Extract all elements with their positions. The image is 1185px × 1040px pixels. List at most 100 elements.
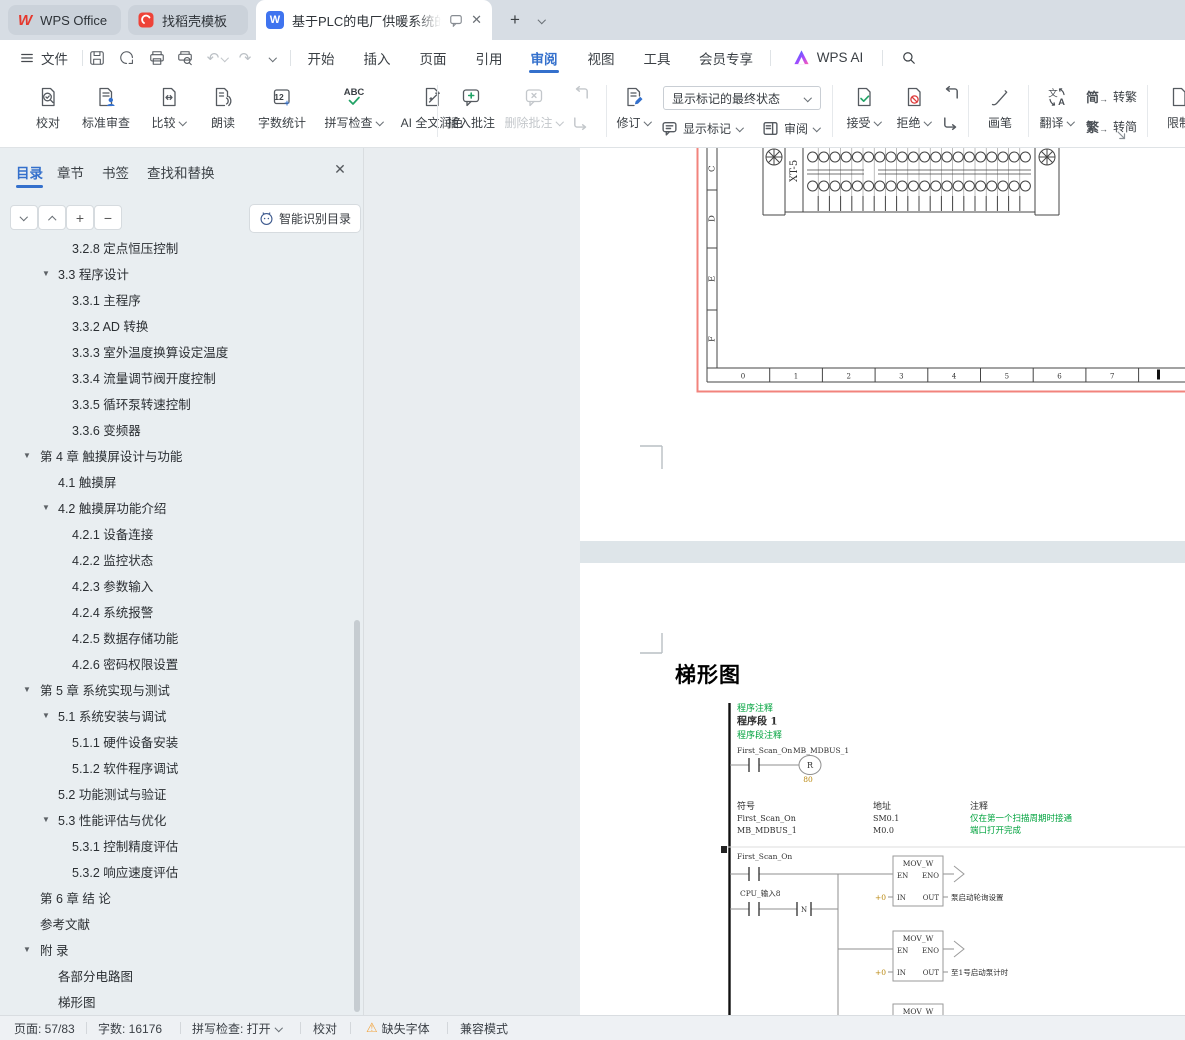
toc-item[interactable]: 4.2.4 系统报警	[0, 598, 353, 624]
file-menu[interactable]: 文件	[12, 40, 76, 75]
restrict-edit-button[interactable]: 限制	[1157, 82, 1185, 131]
comment-bubble-icon[interactable]	[449, 13, 463, 27]
menu-view[interactable]: 视图	[587, 51, 615, 67]
menu-wps-ai[interactable]: WPS AI	[790, 40, 866, 75]
collapse-arrow-icon[interactable]: ▼	[23, 945, 31, 954]
previous-change-icon[interactable]	[942, 85, 960, 108]
ai-polish-button[interactable]: AI 全文润色	[392, 82, 472, 131]
toc-item[interactable]: 5.3.1 控制精度评估	[0, 832, 353, 858]
review-pane-button[interactable]: 审阅	[762, 116, 821, 140]
toc-item[interactable]: 3.2.8 定点恒压控制	[0, 234, 353, 260]
to-traditional-button[interactable]: 简→ 转繁	[1086, 84, 1137, 108]
read-aloud-button[interactable]: 朗读	[200, 82, 246, 131]
ink-brush-button[interactable]: 画笔	[976, 82, 1024, 131]
show-markup-button[interactable]: 显示标记	[661, 116, 744, 140]
toc-item[interactable]: 4.2.1 设备连接	[0, 520, 353, 546]
menu-tools[interactable]: 工具	[643, 51, 671, 67]
proofread-status[interactable]: 校对	[313, 1021, 338, 1036]
collapse-arrow-icon[interactable]: ▼	[23, 451, 31, 460]
close-tab-icon[interactable]: ✕	[471, 12, 482, 27]
menu-home[interactable]: 开始	[307, 51, 335, 67]
toc-item[interactable]: 4.2.6 密码权限设置	[0, 650, 353, 676]
toc-item[interactable]: ▼ 4.2 触摸屏功能介绍	[0, 494, 353, 520]
standard-review-button[interactable]: 标准审查	[74, 82, 138, 131]
expand-all-button[interactable]: +	[66, 205, 94, 230]
expand-down-button[interactable]	[10, 205, 38, 230]
pane-tab-chapters[interactable]: 章节	[57, 166, 84, 181]
print-preview-icon[interactable]	[174, 47, 196, 69]
toc-item[interactable]: ▼ 5.1 系统安装与调试	[0, 702, 353, 728]
search-icon[interactable]	[898, 47, 920, 69]
pane-tab-bookmarks[interactable]: 书签	[102, 166, 129, 181]
menu-membership[interactable]: 会员专享	[699, 51, 753, 67]
menu-page[interactable]: 页面	[419, 51, 447, 67]
toc-item[interactable]: 4.1 触摸屏	[0, 468, 353, 494]
toc-item[interactable]: 3.3.3 室外温度换算设定温度	[0, 338, 353, 364]
insert-comment-button[interactable]: 插入批注	[441, 82, 501, 131]
markup-state-dropdown[interactable]: 显示标记的最终状态	[663, 86, 821, 110]
tab-wps-office[interactable]: W WPS Office	[8, 5, 121, 35]
track-changes-button[interactable]: 修订	[611, 82, 657, 131]
toc-item[interactable]: 4.2.3 参数输入	[0, 572, 353, 598]
document-page-1[interactable]: C D E F 0 1 2 3 4 5 6 7	[580, 148, 1185, 541]
toc-item[interactable]: 5.1.1 硬件设备安装	[0, 728, 353, 754]
toc-item[interactable]: 参考文献	[0, 910, 353, 936]
toc-item[interactable]: 3.3.2 AD 转换	[0, 312, 353, 338]
pane-tab-find-replace[interactable]: 查找和替换	[147, 166, 215, 181]
compare-button[interactable]: 比较	[142, 82, 196, 131]
accept-button[interactable]: 接受	[840, 82, 888, 131]
toc-item[interactable]: 3.3.6 变频器	[0, 416, 353, 442]
toc-item[interactable]: 5.2 功能测试与验证	[0, 780, 353, 806]
toc-item[interactable]: 5.1.2 软件程序调试	[0, 754, 353, 780]
collapse-all-button[interactable]: −	[94, 205, 122, 230]
spell-check-status[interactable]: 拼写检查: 打开	[192, 1016, 283, 1040]
collapse-arrow-icon[interactable]: ▼	[42, 503, 50, 512]
to-simplified-button[interactable]: 繁→ 转简	[1086, 114, 1137, 138]
toc-item[interactable]: 各部分电路图	[0, 962, 353, 988]
toc-item[interactable]: 3.3.5 循环泵转速控制	[0, 390, 353, 416]
spell-check-button[interactable]: ABC 拼写检查	[318, 82, 390, 131]
toc-item[interactable]: 第 6 章 结 论	[0, 884, 353, 910]
toc-item[interactable]: ▼ 5.3 性能评估与优化	[0, 806, 353, 832]
collapse-arrow-icon[interactable]: ▼	[42, 269, 50, 278]
toc-item[interactable]: ▼ 第 5 章 系统实现与测试	[0, 676, 353, 702]
toc-item[interactable]: ▼ 附 录	[0, 936, 353, 962]
collapse-arrow-icon[interactable]: ▼	[42, 711, 50, 720]
save-icon[interactable]	[86, 47, 108, 69]
word-count-button[interactable]: 12 + 字数统计	[250, 82, 314, 131]
toc-item[interactable]: ▼ 第 4 章 触摸屏设计与功能	[0, 442, 353, 468]
pane-scrollbar[interactable]	[354, 620, 360, 1012]
toc-item[interactable]: ▼ 3.3 程序设计	[0, 260, 353, 286]
next-change-icon[interactable]	[942, 113, 960, 136]
group-expand-icon[interactable]	[1116, 128, 1127, 146]
pane-tab-contents[interactable]: 目录	[16, 160, 43, 188]
print-icon[interactable]	[146, 47, 168, 69]
tab-document[interactable]: W 基于PLC的电厂供暖系统的设 ✕	[256, 0, 492, 40]
quick-access-more-icon[interactable]	[262, 47, 284, 69]
menu-review[interactable]: 审阅	[523, 40, 565, 75]
tab-docer-templates[interactable]: 找稻壳模板	[128, 5, 248, 35]
missing-font-warning[interactable]: ⚠ 缺失字体	[366, 1016, 430, 1040]
toc-item[interactable]: 梯形图	[0, 988, 353, 1013]
smart-toc-button[interactable]: 智能识别目录	[249, 204, 362, 233]
document-page-2[interactable]: 梯形图 程序注释 程序段 1 程序段注释 First_Scan_On MB_MD…	[580, 563, 1185, 1015]
toc-item[interactable]: 3.3.4 流量调节阀开度控制	[0, 364, 353, 390]
menu-insert[interactable]: 插入	[363, 51, 391, 67]
toc-item[interactable]: 5.3.2 响应速度评估	[0, 858, 353, 884]
collapse-arrow-icon[interactable]: ▼	[23, 685, 31, 694]
menu-reference[interactable]: 引用	[475, 51, 503, 67]
proofread-button[interactable]: 校对	[24, 82, 72, 131]
reject-button[interactable]: 拒绝	[890, 82, 938, 131]
document-canvas[interactable]: C D E F 0 1 2 3 4 5 6 7	[364, 148, 1185, 1015]
toc-item[interactable]: 4.2.2 监控状态	[0, 546, 353, 572]
close-pane-icon[interactable]: ✕	[334, 160, 346, 177]
new-tab-button[interactable]: +	[510, 10, 520, 29]
toc-item[interactable]: 4.2.5 数据存储功能	[0, 624, 353, 650]
export-icon[interactable]	[116, 47, 138, 69]
next-comment-icon[interactable]	[572, 113, 590, 136]
collapse-arrow-icon[interactable]: ▼	[42, 815, 50, 824]
collapse-up-button[interactable]	[38, 205, 66, 230]
toc-item[interactable]: 3.3.1 主程序	[0, 286, 353, 312]
tab-list-dropdown[interactable]	[530, 8, 554, 32]
